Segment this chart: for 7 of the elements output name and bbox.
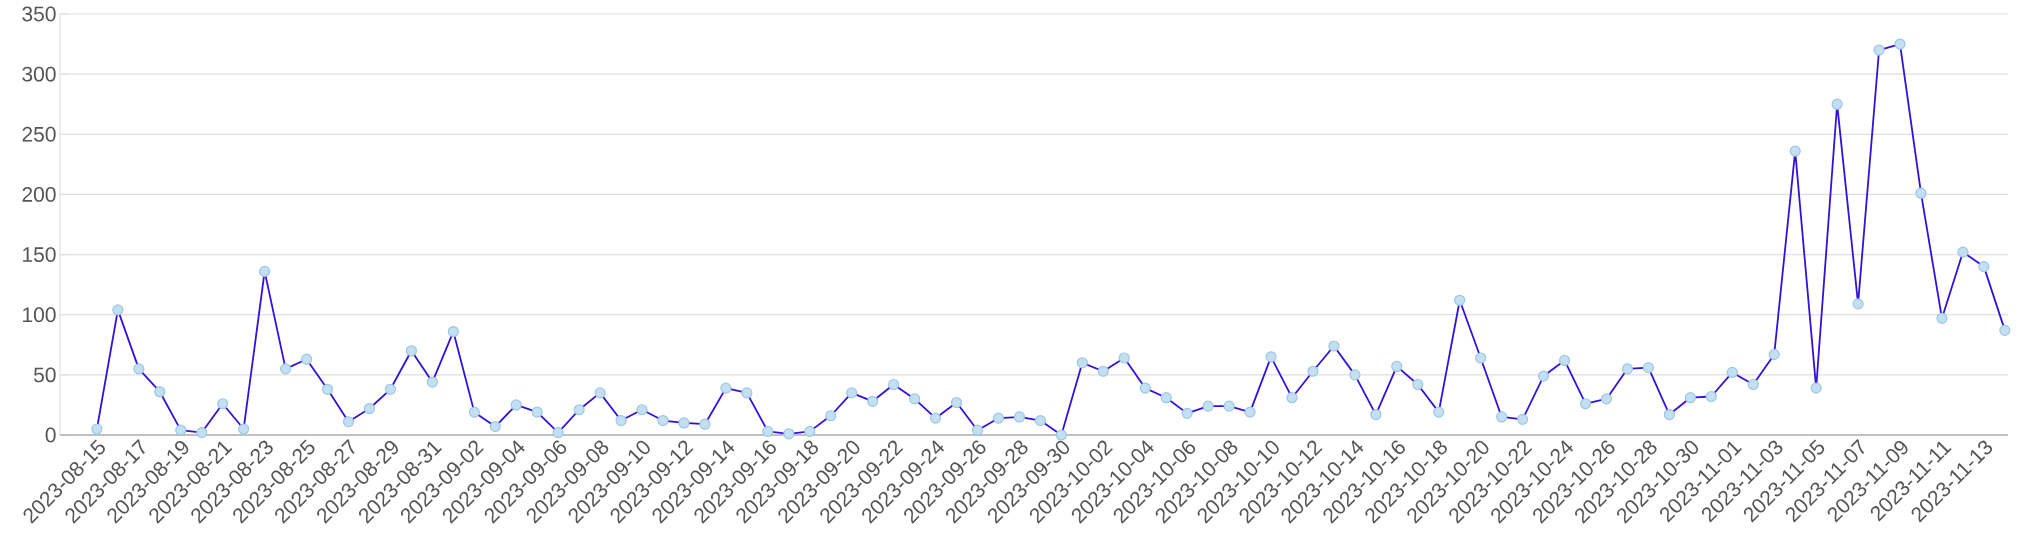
y-tick-label: 300 <box>22 66 56 82</box>
y-tick-label: 350 <box>22 6 56 22</box>
y-tick-label: 250 <box>22 126 56 142</box>
y-tick-label: 200 <box>22 187 56 202</box>
y-tick-label: 150 <box>23 247 56 262</box>
y-tick-label: 100 <box>23 307 56 323</box>
y-tick-label: 50 <box>33 367 56 383</box>
